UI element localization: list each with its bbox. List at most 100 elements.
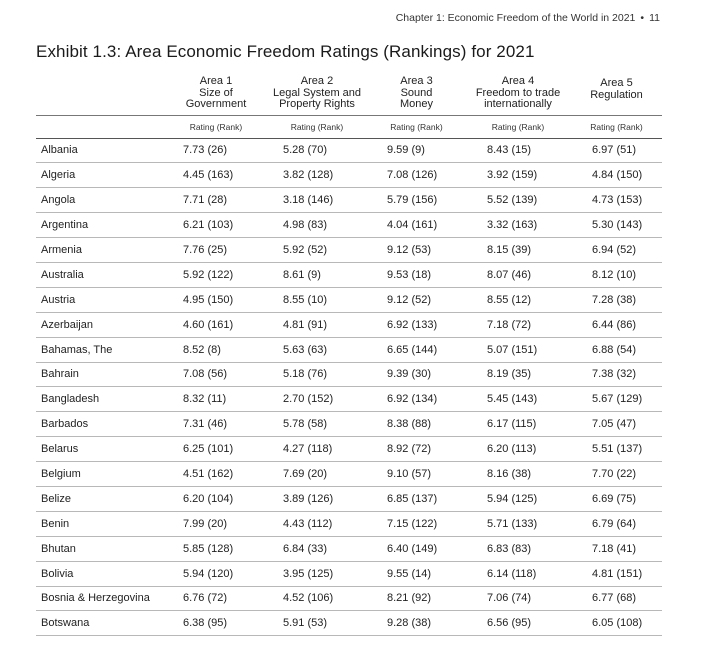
area-3-cell: 4.04 (161) [368,212,465,239]
area-4-cell: 5.52 (139) [465,187,571,214]
country-cell: Bhutan [36,536,166,562]
country-cell: Bahamas, The [36,337,166,363]
area-5-cell: 6.88 (54) [571,337,662,363]
area-3-header: Area 3 Sound Money [368,75,465,115]
area-5-cell: 4.73 (153) [571,187,662,214]
area-5-cell: 7.18 (41) [571,536,662,562]
country-cell: Albania [36,138,166,164]
area-4-cell: 6.14 (118) [465,561,571,587]
subheader-area-2: Rating (Rank) [266,114,368,139]
area-4-cell: 8.07 (46) [465,262,571,288]
country-cell: Benin [36,511,166,537]
table-row: Azerbaijan 4.60 (161) 4.81 (91) 6.92 (133) 7… [36,312,662,338]
area-4-cell: 5.07 (151) [465,337,571,363]
table-row: Bolivia 5.94 (120) 3.95 (125) 9.55 (14) 6.14… [36,561,662,587]
area-3-name-line1: Sound [400,86,433,99]
area-3-cell: 9.39 (30) [368,362,465,388]
area-5-cell: 6.77 (68) [571,586,662,612]
area-1-cell: 6.21 (103) [166,212,266,239]
area-3-cell: 8.38 (88) [368,411,465,438]
area-4-cell: 6.17 (115) [465,411,571,438]
country-cell: Belize [36,486,166,512]
area-5-cell: 6.44 (86) [571,312,662,338]
area-4-cell: 8.16 (38) [465,461,571,487]
area-3-cell: 9.12 (53) [368,237,465,263]
country-cell: Belarus [36,436,166,463]
area-2-cell: 8.55 (10) [266,287,368,313]
country-cell: Botswana [36,610,166,637]
country-cell: Australia [36,262,166,288]
area-4-name-line2: internationally [484,98,552,110]
area-2-cell: 5.92 (52) [266,237,368,263]
area-2-name-line1: Legal System and [272,86,362,99]
area-4-cell: 6.20 (113) [465,436,571,463]
area-1-cell: 4.60 (161) [166,312,266,338]
table-row: Argentina 6.21 (103) 4.98 (83) 4.04 (161) 3.… [36,212,662,239]
table-row: Bangladesh 8.32 (11) 2.70 (152) 6.92 (134) 5… [36,386,662,413]
area-2-cell: 5.28 (70) [266,138,368,164]
country-cell: Angola [36,187,166,214]
area-2-cell: 5.63 (63) [266,337,368,363]
table-header: Area 1 Size of Government Area 2 Legal S… [36,75,662,139]
area-5-cell: 4.84 (150) [571,162,662,189]
area-3-cell: 9.12 (52) [368,287,465,313]
area-1-cell: 4.45 (163) [166,162,266,189]
area-4-cell: 6.83 (83) [465,536,571,562]
area-1-cell: 5.85 (128) [166,536,266,562]
area-4-cell: 3.32 (163) [465,212,571,239]
area-3-cell: 9.59 (9) [368,138,465,164]
area-1-header: Area 1 Size of Government [166,75,266,115]
area-3-name-line2: Money [399,98,434,110]
area-4-cell: 5.94 (125) [465,486,571,512]
area-2-cell: 4.98 (83) [266,212,368,239]
table-row: Benin 7.99 (20) 4.43 (112) 7.15 (122) 5.71 (… [36,511,662,537]
area-4-cell: 5.45 (143) [465,386,571,413]
page-number: 11 [649,12,660,24]
table-row: Bosnia & Herzegovina 6.76 (72) 4.52 (106) 8… [36,586,662,612]
area-1-cell: 7.71 (28) [166,187,266,214]
table-row: Barbados 7.31 (46) 5.78 (58) 8.38 (88) 6.17 … [36,411,662,438]
subheader-row: Rating (Rank) Rating (Rank) Rating (Rank… [36,114,662,139]
area-2-cell: 5.78 (58) [266,411,368,438]
area-header-row: Area 1 Size of Government Area 2 Legal S… [36,75,662,115]
table-row: Armenia 7.76 (25) 5.92 (52) 9.12 (53) 8.15 (… [36,237,662,263]
country-cell: Bahrain [36,362,166,388]
area-5-cell: 7.70 (22) [571,461,662,487]
area-3-cell: 7.15 (122) [368,511,465,537]
table-row: Angola 7.71 (28) 3.18 (146) 5.79 (156) 5.52 … [36,187,662,214]
area-4-cell: 8.43 (15) [465,138,571,164]
area-2-cell: 3.95 (125) [266,561,368,587]
area-5-cell: 5.51 (137) [571,436,662,463]
table-row: Belarus 6.25 (101) 4.27 (118) 8.92 (72) 6.20… [36,436,662,463]
area-2-cell: 4.27 (118) [266,436,368,463]
area-1-number: Area 1 [199,75,233,87]
area-4-number: Area 4 [501,75,535,87]
area-2-cell: 3.18 (146) [266,187,368,214]
table-row: Albania 7.73 (26) 5.28 (70) 9.59 (9) 8.43 (1… [36,138,662,164]
area-4-cell: 3.92 (159) [465,162,571,189]
area-4-cell: 6.56 (95) [465,610,571,637]
area-5-cell: 6.05 (108) [571,610,662,637]
area-2-cell: 2.70 (152) [266,386,368,413]
country-cell: Belgium [36,461,166,487]
area-4-cell: 5.71 (133) [465,511,571,537]
area-5-cell: 6.97 (51) [571,138,662,164]
area-4-cell: 7.18 (72) [465,312,571,338]
area-2-number: Area 2 [300,75,334,87]
table-row: Belize 6.20 (104) 3.89 (126) 6.85 (137) 5.94… [36,486,662,512]
area-5-cell: 7.05 (47) [571,411,662,438]
area-5-cell: 7.38 (32) [571,362,662,388]
country-column-header [36,76,166,115]
area-2-cell: 8.61 (9) [266,262,368,288]
area-1-cell: 8.52 (8) [166,337,266,363]
area-1-cell: 6.20 (104) [166,486,266,512]
area-3-cell: 7.08 (126) [368,162,465,189]
country-cell: Algeria [36,162,166,189]
area-5-cell: 4.81 (151) [571,561,662,587]
country-cell: Armenia [36,237,166,263]
area-5-cell: 6.94 (52) [571,237,662,263]
table-row: Australia 5.92 (122) 8.61 (9) 9.53 (18) 8.07… [36,262,662,288]
area-3-cell: 8.21 (92) [368,586,465,612]
country-cell: Bangladesh [36,386,166,413]
table-row: Bhutan 5.85 (128) 6.84 (33) 6.40 (149) 6.83 … [36,536,662,562]
